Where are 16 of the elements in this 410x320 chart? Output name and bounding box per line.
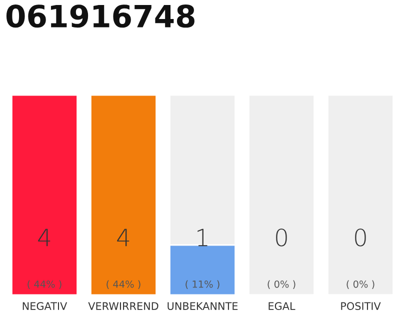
annotation: ( 44% ) bbox=[106, 280, 140, 289]
annotation: ( 0% ) bbox=[346, 280, 374, 289]
annotation: ( 44% ) bbox=[28, 280, 62, 289]
data-label: 0 bbox=[355, 228, 366, 246]
data-label: 1 bbox=[198, 228, 208, 246]
x-tick-label: VERWIRREND bbox=[88, 302, 158, 310]
x-tick-label: NEGATIV bbox=[22, 302, 68, 310]
annotation: ( 0% ) bbox=[268, 280, 296, 289]
x-tick-label: UNBEKANNTE bbox=[168, 302, 238, 310]
chart-title: 061916748 bbox=[6, 4, 194, 28]
x-tick-label: EGAL bbox=[268, 302, 296, 310]
data-label: 4 bbox=[38, 228, 50, 246]
data-label: 4 bbox=[117, 228, 130, 246]
annotation: ( 11% ) bbox=[186, 280, 220, 289]
x-tick-label: POSITIV bbox=[341, 302, 381, 310]
data-label: 0 bbox=[276, 228, 287, 246]
